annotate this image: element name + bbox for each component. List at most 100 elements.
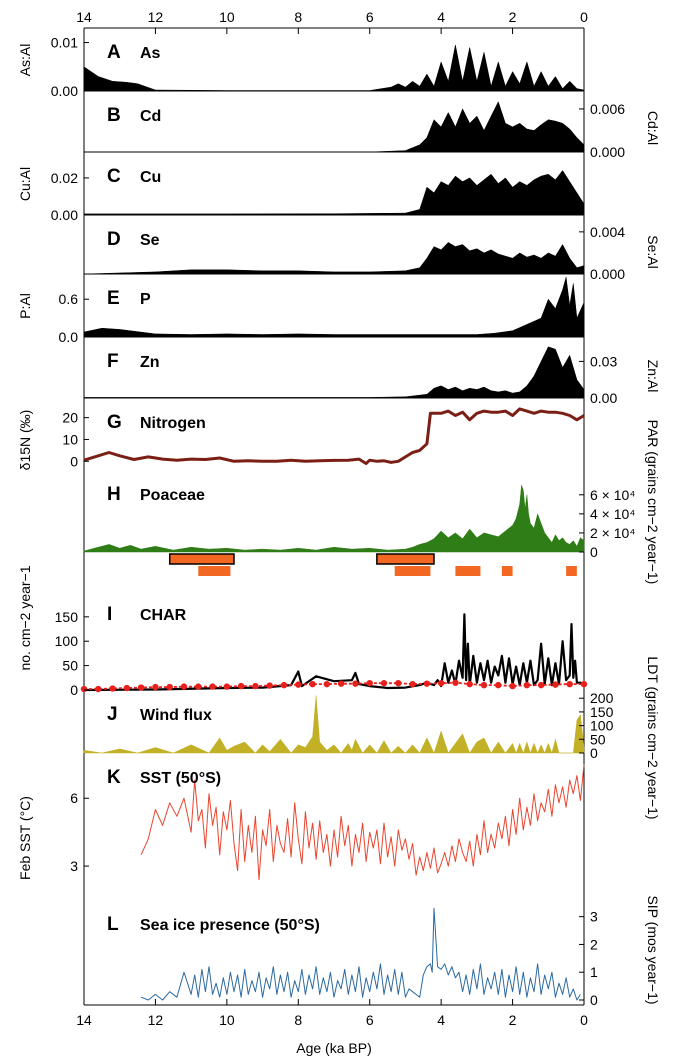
- panel-i: 150 100 50 0 no. cm−2 year−1 I CHAR: [17, 565, 588, 698]
- y-tick-label: 0: [590, 992, 598, 1008]
- age-bar-filled: [198, 566, 231, 576]
- area-series-d: [83, 242, 585, 275]
- panel-name: As: [140, 45, 161, 62]
- y-tick-label: 0.000: [590, 266, 625, 282]
- panel-e: 0.6 0.0 P:Al E P: [17, 277, 585, 345]
- panel-b: 0.006 0.000 Cd:Al B Cd: [84, 101, 661, 160]
- x-tick-label-top: 2: [509, 9, 517, 25]
- age-bar-outlined: [168, 553, 235, 565]
- x-tick-label-top: 8: [294, 9, 302, 25]
- panel-letter: G: [107, 412, 122, 433]
- y-tick-label: 1: [590, 964, 598, 980]
- y-axis-title: SIP (mos year−1): [645, 895, 661, 1004]
- y-tick-label: 0.01: [51, 35, 78, 51]
- y-tick-label: 0.006: [590, 101, 625, 117]
- x-tick-label-top: 10: [219, 9, 235, 25]
- x-tick-label-bottom: 14: [76, 1012, 92, 1028]
- char-background-line: [84, 681, 584, 690]
- area-series-e: [83, 277, 585, 338]
- y-tick-label: 50: [62, 658, 78, 674]
- char-background-point: [295, 681, 302, 688]
- area-series-h: [83, 485, 585, 553]
- panel-letter: C: [107, 166, 121, 187]
- panel-letter: K: [107, 767, 121, 788]
- panel-f: 0.03 0.00 Zn:Al F Zn: [83, 346, 661, 406]
- y-axis-title: LDT (grains cm−2 year−1): [645, 656, 661, 819]
- y-tick-label: 4 × 10⁴: [590, 506, 635, 522]
- line-series-g: [83, 407, 585, 465]
- x-tick-label-bottom: 10: [219, 1012, 235, 1028]
- x-tick-label-top: 6: [366, 9, 374, 25]
- panel-name: P: [140, 291, 151, 308]
- panel-g: 20 10 0 δ15N (‰) G Nitrogen: [17, 407, 585, 470]
- panel-name: Wind flux: [140, 707, 212, 724]
- panel-name: Cd: [140, 108, 161, 125]
- y-tick-label: 0.004: [590, 224, 625, 240]
- x-tick-label-bottom: 6: [366, 1012, 374, 1028]
- age-bar-filled: [566, 566, 577, 576]
- y-axis-title: Feb SST (°C): [17, 796, 33, 880]
- y-tick-label: 0.00: [590, 390, 617, 406]
- age-bar-filled: [501, 566, 513, 576]
- panel-name: SST (50°S): [140, 770, 221, 787]
- y-tick-label: 2 × 10⁴: [590, 525, 635, 541]
- panel-name: Nitrogen: [140, 415, 206, 432]
- x-tick-label-top: 0: [580, 9, 588, 25]
- x-tick-label-bottom: 8: [294, 1012, 302, 1028]
- y-tick-label: 100: [590, 718, 614, 734]
- y-axis-title: Zn:Al: [645, 360, 661, 393]
- panel-h: 6 × 10⁴ 4 × 10⁴ 2 × 10⁴ 0 PAR (grains cm−2 y…: [83, 420, 661, 584]
- area-series-c: [83, 170, 585, 216]
- panel-i-markers: [168, 553, 577, 576]
- y-axis-title: Se:Al: [645, 235, 661, 268]
- y-tick-label: 0.000: [590, 144, 625, 160]
- y-tick-label: 3: [70, 858, 78, 874]
- y-tick-label: 50: [590, 731, 606, 747]
- char-background-point: [209, 683, 216, 690]
- y-tick-label: 150: [55, 609, 79, 625]
- y-tick-label: 6: [70, 790, 78, 806]
- char-background-point: [309, 680, 316, 688]
- y-tick-label: 20: [62, 410, 78, 426]
- x-tick-label-bottom: 4: [437, 1012, 445, 1028]
- panel-name: Se: [140, 232, 160, 249]
- line-series-k: [140, 764, 585, 881]
- x-tick-label-bottom: 12: [148, 1012, 164, 1028]
- panel-letter: B: [107, 105, 121, 126]
- panel-c: 0.02 0.00 Cu:Al C Cu: [17, 166, 585, 223]
- panel-name: Zn: [140, 354, 160, 371]
- panel-letter: I: [107, 604, 112, 625]
- shared-x-axis: 14 14 12 12 10 10 8 8 6 6 4 4 2 2 0 0: [76, 9, 588, 1028]
- area-series-j: [83, 695, 585, 754]
- panel-letter: J: [107, 704, 118, 725]
- panel-letter: E: [107, 288, 120, 309]
- y-tick-label: 0.00: [51, 207, 78, 223]
- y-tick-label: 200: [590, 690, 614, 706]
- y-tick-label: 0.00: [51, 83, 78, 99]
- char-background-point: [109, 685, 116, 692]
- char-background-point: [195, 683, 202, 690]
- char-background-point: [509, 682, 516, 690]
- x-axis-title: Age (ka BP): [296, 1040, 371, 1056]
- area-series-f: [83, 346, 585, 399]
- panel-name: CHAR: [140, 607, 187, 624]
- char-background-point: [495, 681, 502, 689]
- y-tick-label: 0: [70, 453, 78, 469]
- y-tick-label: 6 × 10⁴: [590, 487, 635, 503]
- panel-d: 0.004 0.000 Se:Al D Se: [83, 224, 661, 282]
- char-background-point: [409, 680, 416, 688]
- y-tick-label: 0.03: [590, 353, 617, 369]
- area-series-b: [84, 101, 585, 153]
- y-tick-label: 0: [70, 682, 78, 698]
- y-axis-title: P:Al: [17, 293, 33, 319]
- age-bar-filled: [455, 566, 481, 576]
- y-tick-label: 0.02: [51, 170, 78, 186]
- y-tick-label: 0: [590, 745, 598, 761]
- line-series-i: [83, 613, 585, 692]
- x-tick-label-bottom: 2: [509, 1012, 517, 1028]
- panel-letter: A: [107, 42, 121, 63]
- x-tick-label-top: 4: [437, 9, 445, 25]
- y-axis-title: Cu:Al: [17, 167, 33, 201]
